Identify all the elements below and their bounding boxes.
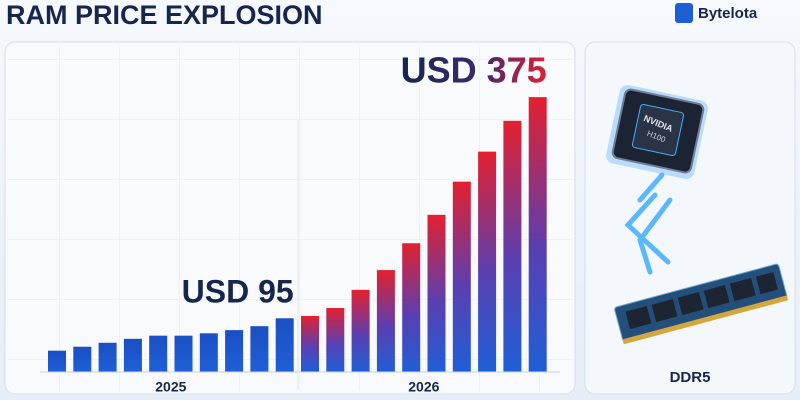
bar [402, 243, 421, 372]
bar [123, 338, 142, 372]
chart-title: RAM PRICE EXPLOSION [6, 0, 323, 30]
arrow [637, 197, 673, 275]
brand-name: Bytelota [698, 5, 758, 22]
bar [376, 270, 395, 372]
memory-chip [729, 278, 756, 302]
bar [48, 350, 66, 372]
arrow [637, 172, 665, 203]
x-group-label: 2026 [408, 379, 439, 395]
x-group-label: 2025 [155, 379, 186, 395]
bar [73, 346, 92, 372]
bar [427, 214, 446, 372]
memory-contacts [622, 295, 789, 345]
bar [199, 333, 218, 372]
chip-die [631, 103, 685, 157]
annotation: USD 95 [182, 274, 294, 310]
bar [478, 151, 497, 372]
bar [149, 335, 168, 372]
bar [326, 308, 345, 372]
bar [528, 97, 547, 372]
brand: Bytelota [675, 3, 758, 23]
bar [250, 326, 269, 372]
chip-illustration: NVIDIA H100 [606, 85, 708, 179]
bar [452, 181, 471, 372]
memory-label: DDR5 [670, 369, 711, 386]
bar [275, 318, 294, 372]
arrow [624, 192, 671, 265]
bar [98, 342, 117, 372]
bar [301, 315, 319, 372]
annotation: USD 375 [401, 50, 547, 91]
arrows [624, 172, 673, 275]
memory-illustration [614, 263, 789, 345]
memory-chip [703, 285, 730, 309]
bar [174, 335, 193, 372]
memory-chip [677, 292, 704, 316]
bar [351, 289, 370, 372]
illustration-panel [584, 41, 796, 395]
memory-chip [625, 305, 652, 330]
memory-chip [651, 299, 678, 323]
bar [503, 120, 522, 372]
memory-chip [755, 272, 778, 295]
brand-logo [675, 3, 693, 23]
bar [225, 330, 244, 372]
